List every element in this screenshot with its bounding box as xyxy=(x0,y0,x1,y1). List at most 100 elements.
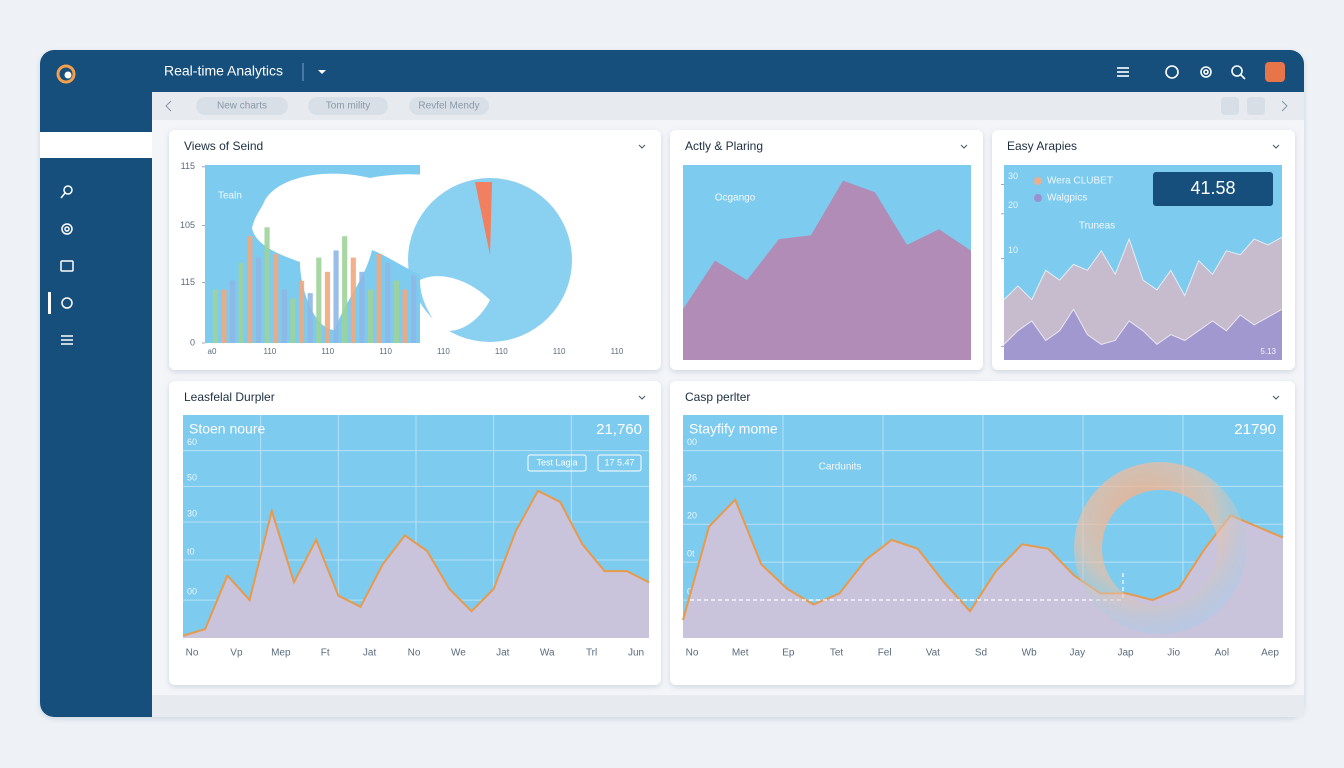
x-tick-label: Trl xyxy=(586,648,597,659)
line xyxy=(182,489,650,637)
kpi: 21,760 xyxy=(596,421,642,438)
bar xyxy=(324,271,331,343)
x-tick-label: Tet xyxy=(830,648,844,659)
x-tick-label: No xyxy=(686,648,699,659)
y-tick-label: 105 xyxy=(180,220,195,230)
y-tick-label: 30 xyxy=(187,508,197,518)
annotation: Tealn xyxy=(218,191,242,202)
x-tick-label: Aol xyxy=(1215,648,1229,659)
sidebar-indicator xyxy=(48,292,51,314)
bar xyxy=(238,262,244,343)
panel-menu[interactable] xyxy=(960,144,968,149)
x-tick-label: Jio xyxy=(1167,648,1180,659)
bar xyxy=(221,289,227,343)
x-tick-label: Jat xyxy=(496,648,510,659)
bar xyxy=(393,280,400,343)
sidebar-icons[interactable] xyxy=(60,185,74,345)
header-bar xyxy=(40,50,1304,92)
chart-subtitle: Stayfify mome xyxy=(689,421,778,437)
x-tick-label: Sd xyxy=(975,648,987,659)
y-tick-label: 0t xyxy=(687,549,695,559)
x-tick-label: 110 xyxy=(379,347,392,356)
bar xyxy=(298,280,305,343)
ring xyxy=(1074,462,1246,634)
annotation: Truneas xyxy=(1079,221,1115,232)
pointer xyxy=(475,182,492,255)
chart-subtitle: Stoen noure xyxy=(189,421,265,437)
tooltip xyxy=(527,454,587,472)
x-tick-label: 110 xyxy=(437,347,450,356)
x-tick-label: 110 xyxy=(321,347,334,356)
annotation: Ocgango xyxy=(715,193,756,204)
bar xyxy=(385,262,391,343)
x-tick-label: We xyxy=(451,648,466,659)
x-tick-label: Aep xyxy=(1261,648,1279,659)
dropdown[interactable] xyxy=(318,70,326,74)
footer-strip xyxy=(152,695,1304,717)
panel-menu[interactable] xyxy=(1272,144,1280,149)
chip-label: New charts xyxy=(217,101,267,112)
panel-menu[interactable] xyxy=(1272,395,1280,400)
area xyxy=(683,180,971,360)
x-tick-label: Ft xyxy=(321,648,330,659)
bar xyxy=(333,250,339,343)
footnote: 5.13 xyxy=(1260,347,1276,356)
y-tick-label: 00 xyxy=(187,586,197,596)
x-tick-label: 110 xyxy=(263,347,276,356)
line xyxy=(1003,236,1283,301)
bar xyxy=(342,236,348,343)
bar xyxy=(411,275,417,343)
back-button[interactable] xyxy=(165,100,172,112)
legend-swatch xyxy=(1034,177,1042,185)
toolbar-icon[interactable] xyxy=(1247,97,1265,115)
x-tick-label: 110 xyxy=(553,347,566,356)
x-tick-label: Wb xyxy=(1022,648,1037,659)
chip[interactable] xyxy=(196,97,288,115)
panel-title: Casp perlter xyxy=(685,390,750,404)
legend-label: Wera CLUBET xyxy=(1047,176,1113,187)
bar xyxy=(367,289,374,343)
y-tick-label: 115 xyxy=(181,161,195,171)
panel-menu[interactable] xyxy=(638,144,646,149)
y-tick-label: 60 xyxy=(187,437,197,447)
forward-button[interactable] xyxy=(1281,100,1288,112)
sidebar-active[interactable] xyxy=(40,132,152,158)
area xyxy=(183,490,649,638)
bar xyxy=(290,298,296,343)
header-icons[interactable] xyxy=(1117,65,1246,80)
x-tick-label: Met xyxy=(732,648,749,659)
x-tick-label: a0 xyxy=(208,347,217,356)
x-tick-label: Jun xyxy=(628,648,644,659)
x-tick-label: No xyxy=(186,648,199,659)
panel-title: Views of Seind xyxy=(184,139,263,153)
bar xyxy=(273,254,279,343)
legend-swatch xyxy=(1034,194,1042,202)
toolbar-icon[interactable] xyxy=(1221,97,1239,115)
bar xyxy=(212,289,218,343)
logo xyxy=(56,64,76,84)
y-tick-label: 20 xyxy=(687,511,697,521)
x-tick-label: Jap xyxy=(1117,648,1134,659)
line xyxy=(682,497,1284,621)
kpi-box xyxy=(1153,172,1273,206)
x-tick-label: Ep xyxy=(782,648,795,659)
bar xyxy=(359,271,365,343)
avatar[interactable] xyxy=(1265,62,1285,82)
bar xyxy=(247,236,253,343)
tooltip-label: Test Lagla xyxy=(536,457,577,467)
x-tick-label: No xyxy=(408,648,421,659)
chip-label: Tom mility xyxy=(326,101,370,112)
y-tick-label: 0 xyxy=(190,337,195,347)
tooltip-label: 17 5.47 xyxy=(604,457,634,467)
legend-label: Walgpics xyxy=(1047,193,1087,204)
chip[interactable] xyxy=(308,97,388,115)
chip-label: Revfel Mendy xyxy=(418,101,479,112)
bar xyxy=(402,289,408,343)
line xyxy=(1003,308,1283,346)
annotation: Cardunits xyxy=(819,462,862,473)
y-tick-label: 00 xyxy=(687,437,697,447)
panel-menu[interactable] xyxy=(638,395,646,400)
chip[interactable] xyxy=(409,97,489,115)
x-tick-label: Jat xyxy=(363,648,377,659)
